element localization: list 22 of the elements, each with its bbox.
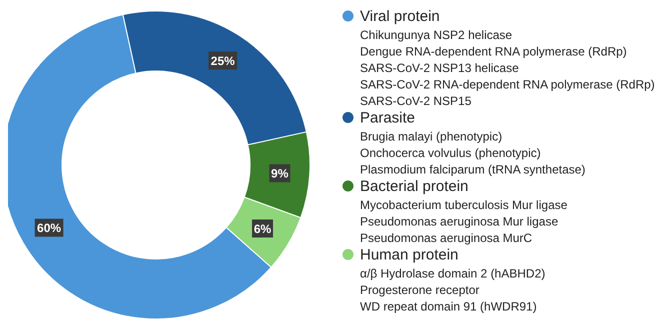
text: Pseudomonas aeruginosa Mur ligase: [360, 214, 558, 228]
text: α/β Hydrolase domain 2 (hABHD2): [360, 266, 546, 280]
text: Pseudomonas aeruginosa MurC: [360, 231, 532, 245]
legend-label: Human protein: [360, 246, 458, 264]
text: Dengue RNA-dependent RNA polymerase (RdRp): [360, 44, 627, 58]
text: Progesterone receptor: [360, 283, 480, 297]
text: Onchocerca volvulus (phenotypic): [360, 146, 541, 160]
text: Chikungunya NSP2 helicase: [360, 28, 512, 42]
text: SARS-CoV-2 NSP15: [360, 94, 472, 108]
text: Plasmodium falciparum (tRNA synthetase): [360, 162, 586, 176]
data-label: 25%: [210, 54, 236, 68]
data-label: 9%: [271, 166, 289, 181]
text: SARS-CoV-2 RNA-dependent RNA polymerase (RdRp): [360, 78, 655, 92]
text: Brugia malayi (phenotypic): [360, 130, 502, 144]
legend-label: Parasite: [360, 110, 416, 126]
text: WD repeat domain 91 (hWDR91): [360, 300, 537, 314]
data-label: 60%: [37, 221, 62, 236]
legend-label: Bacterial protein: [360, 178, 468, 195]
legend-label: Viral protein: [360, 8, 440, 25]
data-label: 6%: [254, 222, 272, 236]
text: SARS-CoV-2 NSP13 helicase: [360, 61, 519, 75]
text: Mycobacterium tuberculosis Mur ligase: [360, 198, 568, 212]
